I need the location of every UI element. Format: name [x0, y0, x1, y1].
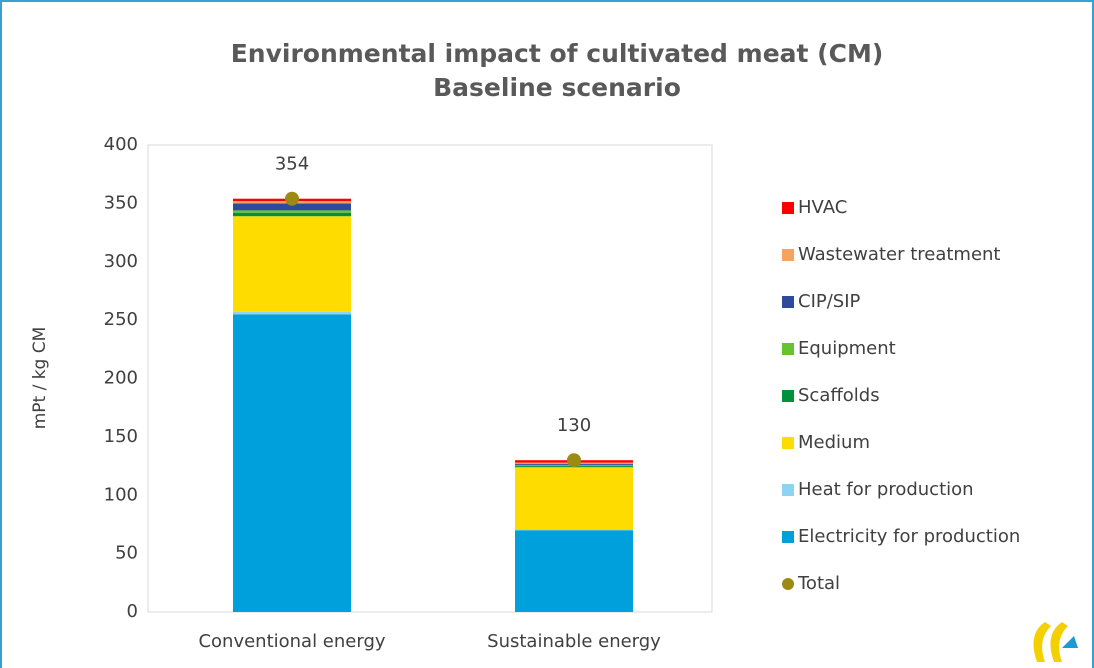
bar-segment	[233, 212, 351, 217]
legend-label: Wastewater treatment	[798, 244, 1001, 265]
y-tick-label: 400	[104, 134, 138, 155]
bar-segment	[233, 311, 351, 315]
bar-segment	[515, 530, 633, 612]
y-tick-label: 300	[104, 251, 138, 272]
y-tick-label: 350	[104, 192, 138, 213]
bar-segment	[233, 314, 351, 612]
y-tick-label: 250	[104, 309, 138, 330]
chart-subtitle: Baseline scenario	[433, 73, 681, 102]
bar-segment	[515, 467, 633, 530]
legend-label: Equipment	[798, 338, 896, 359]
chart-title: Environmental impact of cultivated meat …	[231, 39, 884, 68]
bar-segment	[233, 216, 351, 312]
bar-segment	[233, 210, 351, 213]
total-marker	[285, 191, 299, 206]
y-tick-label: 100	[104, 484, 138, 505]
legend-swatch	[782, 531, 794, 543]
legend-label: Scaffolds	[798, 385, 880, 406]
y-tick-label: 200	[104, 368, 138, 389]
x-tick-label: Sustainable energy	[487, 631, 661, 652]
plot-frame	[147, 144, 713, 613]
legend-label: Heat for production	[798, 479, 974, 500]
legend-swatch	[782, 249, 794, 261]
y-axis-title: mPt / kg CM	[30, 327, 50, 430]
data-label: 354	[275, 154, 309, 175]
data-label: 130	[557, 415, 591, 436]
legend-swatch	[782, 202, 794, 214]
y-tick-label: 150	[104, 426, 138, 447]
legend-swatch	[782, 484, 794, 496]
legend-swatch	[782, 437, 794, 449]
total-marker	[567, 453, 581, 468]
bar-segment	[233, 203, 351, 211]
legend-label: Medium	[798, 432, 870, 453]
logo	[1033, 622, 1078, 662]
bar-segment	[515, 529, 633, 531]
x-tick-label: Conventional energy	[198, 631, 385, 652]
legend-swatch	[782, 296, 794, 308]
legend-swatch	[782, 343, 794, 355]
legend-swatch	[782, 578, 794, 590]
legend-label: Electricity for production	[798, 526, 1020, 547]
legend-swatch	[782, 390, 794, 402]
y-tick-label: 50	[115, 543, 138, 564]
legend-label: Total	[797, 573, 840, 594]
y-tick-label: 0	[127, 601, 138, 622]
legend-label: HVAC	[798, 197, 847, 218]
legend-label: CIP/SIP	[798, 291, 861, 312]
